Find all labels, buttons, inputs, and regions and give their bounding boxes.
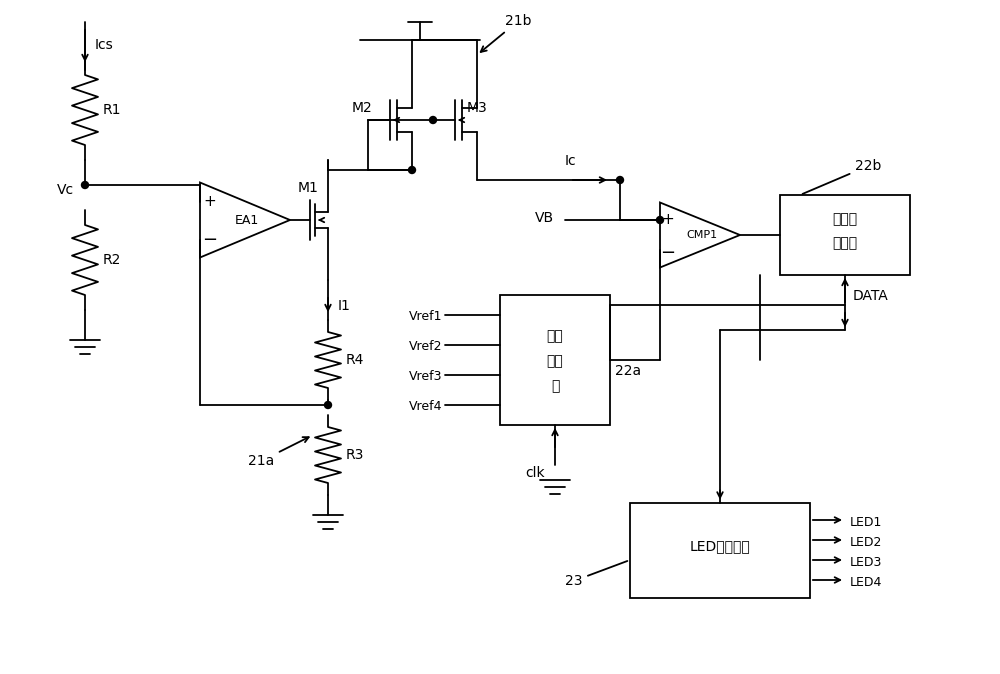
Text: EA1: EA1 (235, 214, 259, 226)
Text: 持电路: 持电路 (832, 236, 858, 250)
Text: R2: R2 (103, 253, 121, 267)
Text: LED4: LED4 (850, 576, 882, 590)
Text: LED3: LED3 (850, 557, 882, 570)
Text: 采样保: 采样保 (832, 212, 858, 226)
Bar (630, 503, 810, 597)
Text: +: + (662, 212, 674, 228)
Text: 21a: 21a (248, 437, 309, 468)
Text: −: − (202, 231, 218, 249)
Circle shape (656, 216, 664, 224)
Text: Vref3: Vref3 (409, 371, 442, 384)
Text: M3: M3 (467, 101, 488, 115)
Text: CMP1: CMP1 (686, 230, 718, 240)
Circle shape (430, 117, 436, 123)
Text: Vref2: Vref2 (409, 340, 442, 353)
Text: I1: I1 (338, 299, 351, 313)
Text: Vref4: Vref4 (409, 400, 442, 414)
Text: 多路: 多路 (547, 329, 563, 343)
Circle shape (82, 181, 88, 189)
Text: R1: R1 (103, 103, 122, 117)
Text: +: + (204, 195, 216, 210)
Text: −: − (660, 244, 676, 262)
Text: M2: M2 (352, 101, 373, 115)
Text: R4: R4 (346, 353, 364, 367)
Bar (500, 295, 610, 425)
Text: LED解码电路: LED解码电路 (690, 539, 750, 553)
Text: M1: M1 (298, 181, 319, 195)
Text: 器: 器 (551, 379, 559, 393)
Circle shape (616, 177, 624, 183)
Circle shape (324, 402, 332, 408)
Text: Vc: Vc (57, 183, 74, 197)
Bar (780, 195, 910, 275)
Text: Ic: Ic (565, 154, 577, 168)
Text: R3: R3 (346, 448, 364, 462)
Text: 23: 23 (565, 561, 627, 588)
Text: Vref1: Vref1 (409, 311, 442, 324)
Text: 选择: 选择 (547, 354, 563, 368)
Text: VB: VB (535, 211, 554, 225)
Text: 22a: 22a (615, 364, 641, 378)
Text: 21b: 21b (481, 14, 532, 52)
Text: LED1: LED1 (850, 516, 882, 530)
Text: clk: clk (525, 466, 545, 480)
Text: 22b: 22b (803, 159, 881, 194)
Text: DATA: DATA (853, 289, 889, 303)
Circle shape (409, 166, 416, 173)
Text: LED2: LED2 (850, 537, 882, 549)
Text: Ics: Ics (95, 38, 114, 52)
